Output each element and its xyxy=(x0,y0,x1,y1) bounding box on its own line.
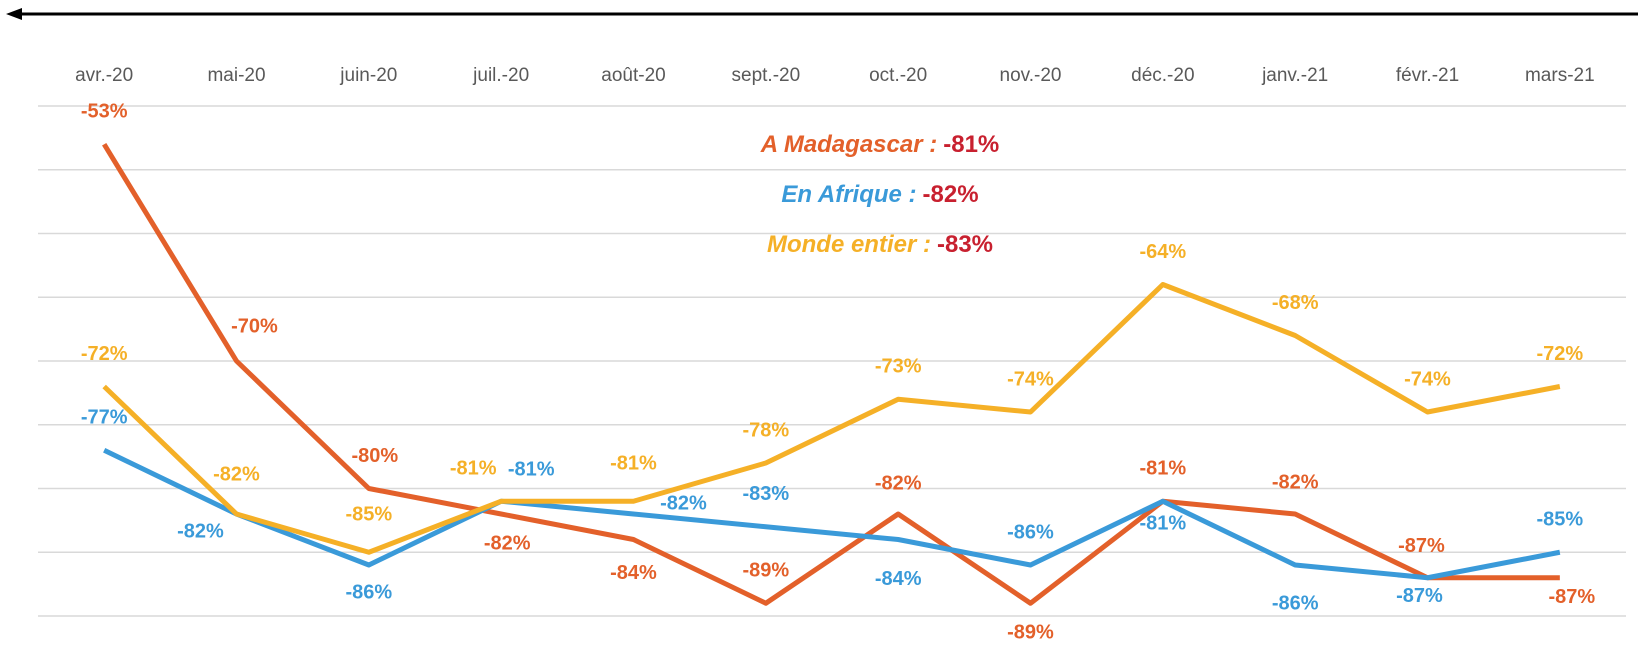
data-label: -64% xyxy=(1139,241,1186,263)
x-tick-label: avr.-20 xyxy=(75,65,133,86)
data-label: -84% xyxy=(875,568,922,590)
x-tick-label: févr.-21 xyxy=(1396,65,1459,86)
data-label: -87% xyxy=(1548,586,1595,608)
data-label: -82% xyxy=(177,520,224,542)
legend-name: Monde entier : xyxy=(767,231,931,258)
data-label: -73% xyxy=(875,356,922,378)
data-label: -82% xyxy=(1272,471,1319,493)
data-label: -87% xyxy=(1398,535,1445,557)
data-label: -82% xyxy=(484,532,531,554)
series-line xyxy=(103,447,1561,581)
data-label: -82% xyxy=(660,492,707,514)
data-label: -89% xyxy=(742,560,789,582)
data-label: -89% xyxy=(1007,622,1054,644)
x-tick-label: sept.-20 xyxy=(732,65,801,86)
data-label: -85% xyxy=(345,504,392,526)
data-label: -85% xyxy=(1536,509,1583,531)
x-tick-label: juin-20 xyxy=(339,65,397,86)
series-line xyxy=(102,142,1560,606)
arrow-head xyxy=(6,8,22,20)
data-label: -87% xyxy=(1396,585,1443,607)
data-label: -81% xyxy=(1139,458,1186,480)
data-label: -86% xyxy=(1272,592,1319,614)
data-label: -70% xyxy=(231,315,278,337)
data-label: -82% xyxy=(875,472,922,494)
x-tick-label: oct.-20 xyxy=(869,65,927,86)
data-label: -82% xyxy=(213,463,260,485)
x-tick-label: déc.-20 xyxy=(1131,65,1194,86)
data-label: -86% xyxy=(345,581,392,603)
series-line xyxy=(102,282,1561,555)
data-label: -86% xyxy=(1007,521,1054,543)
data-label: -68% xyxy=(1272,292,1319,314)
x-tick-label: nov.-20 xyxy=(1000,65,1062,86)
data-label: -72% xyxy=(1536,343,1583,365)
x-tick-label: mai-20 xyxy=(207,65,265,86)
x-tick-label: janv.-21 xyxy=(1261,65,1328,86)
data-label: -74% xyxy=(1404,368,1451,390)
legend-entry: Monde entier : -83% xyxy=(767,231,993,258)
data-label: -78% xyxy=(742,419,789,441)
data-label: -81% xyxy=(1139,513,1186,535)
legend-total: -82% xyxy=(923,181,979,208)
data-label: -81% xyxy=(450,458,497,480)
legend-entry: A Madagascar : -81% xyxy=(760,131,1000,158)
data-label: -74% xyxy=(1007,368,1054,390)
x-tick-label: mars-21 xyxy=(1525,65,1595,86)
legend-entry: En Afrique : -82% xyxy=(781,181,978,208)
data-label: -80% xyxy=(351,445,398,467)
legend-total: -83% xyxy=(937,231,993,258)
data-label: -77% xyxy=(81,407,128,429)
legend-name: En Afrique : xyxy=(781,181,916,208)
data-label: -81% xyxy=(610,453,657,475)
data-label: -81% xyxy=(508,459,555,481)
data-label: -53% xyxy=(81,101,128,123)
legend-total: -81% xyxy=(943,131,999,158)
data-label: -72% xyxy=(81,343,128,365)
legend-name: A Madagascar : xyxy=(760,131,938,158)
x-tick-label: juil.-20 xyxy=(472,65,529,86)
data-label: -84% xyxy=(610,562,657,584)
data-label: -83% xyxy=(742,483,789,505)
x-tick-label: août-20 xyxy=(601,65,665,86)
